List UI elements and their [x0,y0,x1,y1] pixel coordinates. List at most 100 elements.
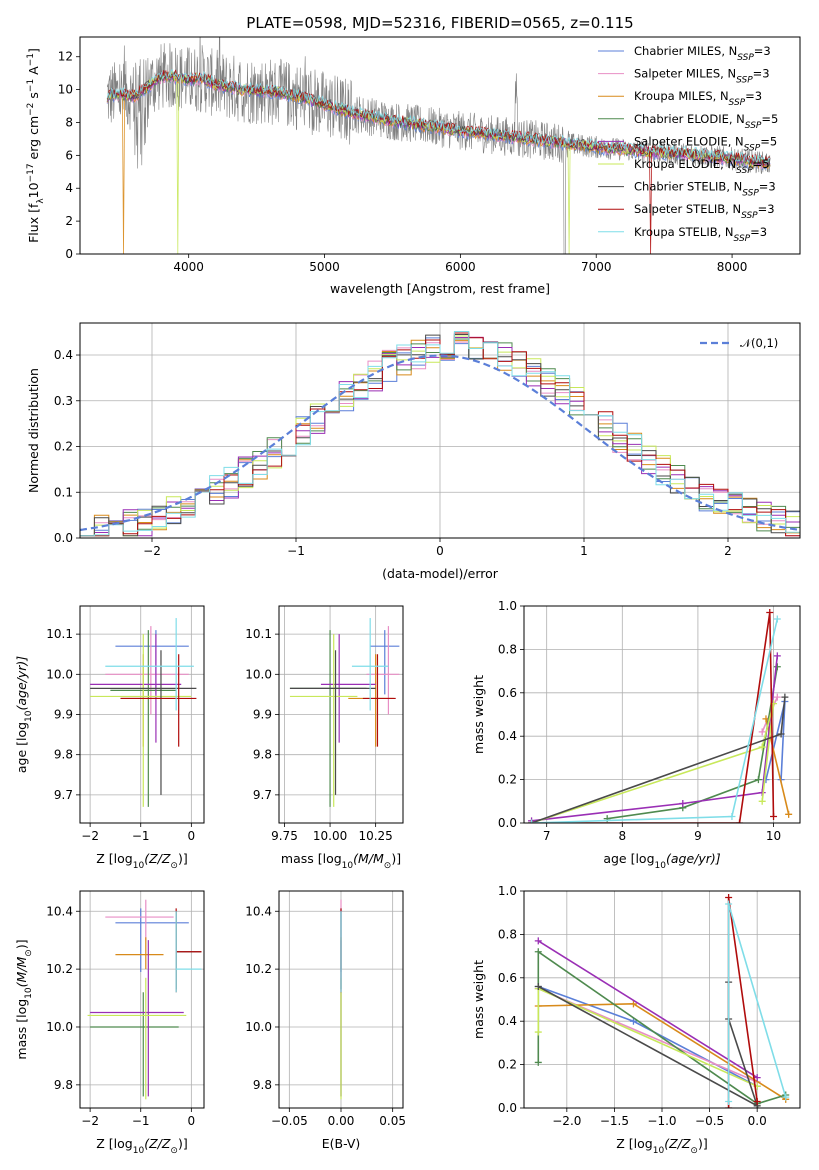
x-axis-label-part: 10 [655,861,667,871]
axes-mass-vs-EBV: −0.05 0.00 0.05 9.8 10.0 10.2 10.4 E(B-V) [245,890,406,1151]
axes-age-vs-mass: 9.75 10.00 10.25 9.7 9.8 9.9 10.0 10.1 mass [log… [245,605,404,871]
weight-marker [773,693,781,701]
weight-marker [781,693,789,701]
x-axis-label-part: 10 [133,1146,145,1156]
y-tick-label: 0.0 [498,1101,517,1115]
y-tick-label: 9.8 [253,748,272,762]
x-axis-label-part: age [log [603,851,654,866]
x-axis-label: Z [log10(Z/Z⊙)] [96,851,187,871]
errorbar-salpeter-miles [105,626,189,715]
x-axis-label-part: ⊙ [384,861,392,871]
legend-label-part: Salpeter MILES, N [634,67,736,81]
axes-frame [79,322,801,539]
x-axis-label-part: 10 [342,861,354,871]
weight-series-salpeter-elodie [534,937,761,1082]
weight-marker [782,1093,790,1101]
legend-label-part: Chabrier STELIB, N [634,180,742,194]
x-tick-label: −0.05 [271,1114,308,1128]
x-axis-label-part: Z [log [616,1136,652,1151]
errorbar-salpeter-miles [366,626,400,715]
plot-area [87,899,202,1100]
errorbar-salpeter-stelib [175,908,202,993]
legend-label-part: =3 [758,202,775,216]
legend-label-part: Kroupa MILES, N [634,89,729,103]
y-tick-label: 0.6 [498,971,517,985]
y-tick-label: 0.2 [54,440,73,454]
y-tick-label: 0.3 [54,394,73,408]
x-axis-label-part: 10 [133,861,145,871]
y-tick-label: 10.1 [245,627,272,641]
y-axis-label-part: 10 [24,987,34,999]
legend: 𝒩(0,1) [700,336,778,350]
legend-label-part: SSP [729,98,746,108]
y-axis-label-part: )] [14,939,29,949]
x-axis-label-part: 10 [653,1146,665,1156]
y-tick-label: 0.4 [498,729,517,743]
weight-marker [758,728,766,736]
errorbar-kroupa-elodie [90,634,192,807]
weight-marker [534,948,542,956]
y-axis-label: age [log10(age/yr)] [14,656,34,773]
y-tick-label: 10.0 [245,1020,272,1034]
plot-area [106,37,771,254]
y-axis-label-group: mass [log10(M/M⊙)] [14,939,34,1059]
x-tick-label: −2 [81,1114,99,1128]
errorbar-chabrier-miles [370,630,400,695]
x-tick-label: 4000 [173,260,204,274]
errorbar-kroupa-stelib [105,618,194,711]
x-tick-label: 8000 [717,260,748,274]
x-tick-label: 7000 [581,260,612,274]
y-axis-label-group: age [log10(age/yr)] [14,656,34,773]
x-axis-label-part: Z [log [96,1136,132,1151]
x-axis-label-part: ⊙ [170,1146,178,1156]
weight-marker [528,819,536,823]
y-tick-label: 0.4 [498,1014,517,1028]
weight-series-salpeter-stelib [528,609,778,823]
x-tick-label: 2 [724,544,732,558]
y-axis-label-part: (M/M [14,957,29,988]
legend-label: Chabrier STELIB, NSSP=3 [634,180,776,199]
x-axis-label-part: )] [391,851,401,866]
weight-marker [753,1074,761,1082]
x-axis-label-part: )] [178,851,188,866]
x-tick-label: 0.0 [748,1114,767,1128]
axes-residuals: −2 −1 0 1 2 0.0 0.1 0.2 0.3 0.4 (data-model)/error… [26,322,801,581]
errorbar-kroupa-elodie [289,634,358,807]
errorbar-chabrier-stelib [289,650,376,795]
plot-area [80,331,800,537]
axes-spectrum: 4000 5000 6000 7000 8000 0 2 4 6 8 10 12 PLATE=0598,… [26,14,801,296]
x-tick-label: −2 [81,829,99,843]
y-axis-label-part: ] [26,48,41,53]
axes-frame [79,605,205,824]
y-tick-label: 9.9 [54,708,73,722]
weight-marker [758,743,766,751]
y-axis-label: Flux [fλ10−17 erg cm−2 s−1 A−1] [26,48,46,243]
x-tick-label: −2 [143,544,161,558]
y-axis-label-part: ⊙ [24,949,34,957]
y-tick-label: 0.0 [498,816,517,830]
errorbar-salpeter-stelib [120,654,197,747]
legend-label-part: =3 [754,44,771,58]
legend-label: Kroupa STELIB, NSSP=3 [634,225,767,244]
y-tick-label: 0.8 [498,642,517,656]
weight-marker [758,797,766,805]
y-tick-label: 9.7 [253,788,272,802]
legend-label: Salpeter STELIB, NSSP=3 [634,202,775,221]
y-tick-label: 10.2 [245,962,272,976]
y-tick-label: 0.8 [498,927,517,941]
y-tick-label: 1.0 [498,884,517,898]
axes-weight-vs-Z: −2.0 −1.5 −1.0 −0.5 0.0 0.0 0.2 0.4 0.6 0.8 1.0 Z [… [471,884,801,1156]
y-tick-label: 0.0 [54,531,73,545]
y-axis-label-part: Flux [f [26,203,41,243]
y-tick-label: 10.0 [46,1020,73,1034]
y-tick-label: 2 [65,214,73,228]
errorbar-salpeter-miles [105,899,174,941]
weight-line [537,987,758,1088]
errorbar-kroupa-miles [115,937,164,970]
y-tick-label: 8 [65,115,73,129]
weight-line [531,697,786,823]
x-axis-label: (data-model)/error [382,566,499,581]
legend-label-part: Chabrier MILES, N [634,44,737,58]
normal-curve [80,354,798,532]
legend: Chabrier MILES, N SSP =3 Salpeter MILES, N S… [598,44,778,244]
